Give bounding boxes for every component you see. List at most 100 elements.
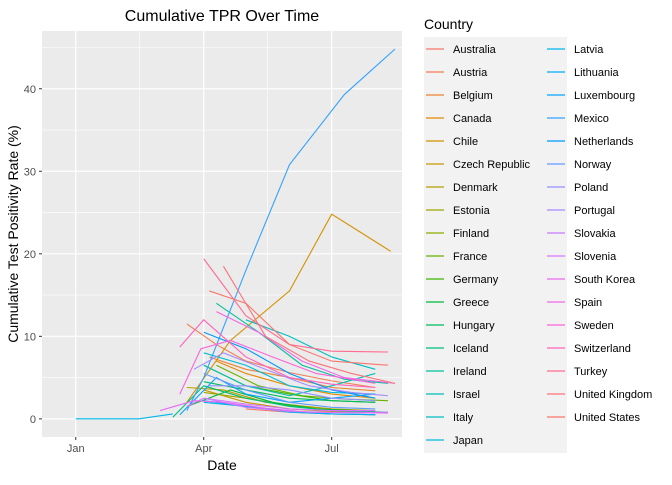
legend-item: France xyxy=(424,245,487,267)
legend-item: Italy xyxy=(424,406,474,428)
y-tick-label: 10 xyxy=(24,331,36,343)
legend: Country Australia Austria Belgium Canada Chi… xyxy=(424,16,652,453)
y-axis-label: Cumulative Test Positivity Rate (%) xyxy=(5,125,21,343)
legend-item: Luxembourg xyxy=(545,84,635,106)
legend-label: Germany xyxy=(453,274,499,286)
x-tick-label: Apr xyxy=(195,443,212,455)
legend-item: Slovenia xyxy=(545,245,617,267)
x-tick-label: Jul xyxy=(325,443,339,455)
legend-item: Greece xyxy=(424,291,489,313)
legend-item: Switzerland xyxy=(545,337,631,359)
legend-label: Portugal xyxy=(574,205,615,217)
x-axis-label: Date xyxy=(207,457,237,473)
legend-item: Norway xyxy=(545,153,612,175)
series-line-netherlands xyxy=(203,331,376,399)
y-tick-label: 0 xyxy=(30,414,36,426)
legend-item: Finland xyxy=(424,222,489,244)
legend-label: United States xyxy=(574,412,641,424)
legend-label: Chile xyxy=(453,136,478,148)
legend-item: Mexico xyxy=(545,107,609,129)
series-line-greece xyxy=(186,389,376,412)
legend-label: Latvia xyxy=(574,44,604,56)
legend-item: Netherlands xyxy=(545,130,634,152)
legend-item: United States xyxy=(545,406,641,428)
series-line-hungary xyxy=(203,381,376,403)
legend-item: Iceland xyxy=(424,337,488,359)
legend-label: United Kingdom xyxy=(574,389,652,401)
legend-item: Austria xyxy=(424,61,488,83)
legend-label: France xyxy=(453,251,487,263)
series-line-mexico xyxy=(186,48,396,411)
legend-item: Germany xyxy=(424,268,499,290)
legend-item: Ireland xyxy=(424,360,487,382)
legend-label: Iceland xyxy=(453,343,488,355)
legend-label: Luxembourg xyxy=(574,90,635,102)
series-line-portugal xyxy=(193,352,388,397)
plot-panel xyxy=(42,31,402,437)
legend-label: Slovenia xyxy=(574,251,617,263)
legend-label: Japan xyxy=(453,435,483,447)
legend-item: Turkey xyxy=(545,360,608,382)
legend-label: Poland xyxy=(574,182,608,194)
legend-title: Country xyxy=(424,16,473,32)
series-line-chile xyxy=(186,213,392,403)
legend-label: Italy xyxy=(453,412,474,424)
legend-item: Japan xyxy=(424,429,483,451)
series-line-slovenia xyxy=(186,397,376,412)
legend-item: Latvia xyxy=(545,38,604,60)
y-tick-label: 40 xyxy=(24,84,36,96)
legend-label: Hungary xyxy=(453,320,495,332)
y-tick-label: 20 xyxy=(24,249,36,261)
series-line-sweden xyxy=(179,339,376,395)
legend-label: Denmark xyxy=(453,182,498,194)
legend-item: Estonia xyxy=(424,199,491,221)
legend-label: Switzerland xyxy=(574,343,631,355)
legend-item: Sweden xyxy=(545,314,614,336)
legend-item: Belgium xyxy=(424,84,493,106)
legend-item: Canada xyxy=(424,107,492,129)
legend-label: Netherlands xyxy=(574,136,634,148)
series-line-switzerland xyxy=(179,319,376,389)
legend-item: Czech Republic xyxy=(424,153,531,175)
legend-label: Israel xyxy=(453,389,480,401)
legend-label: Mexico xyxy=(574,113,609,125)
legend-item: Israel xyxy=(424,383,480,405)
legend-label: Australia xyxy=(453,44,497,56)
series-line-spain xyxy=(216,311,396,384)
series-line-united-kingdom xyxy=(222,265,396,384)
legend-item: Portugal xyxy=(545,199,615,221)
legend-label: Czech Republic xyxy=(453,159,531,171)
y-tick-label: 30 xyxy=(24,166,36,178)
legend-label: Slovakia xyxy=(574,228,616,240)
legend-item: United Kingdom xyxy=(545,383,652,405)
legend-item: Denmark xyxy=(424,176,498,198)
legend-label: Belgium xyxy=(453,90,493,102)
legend-item: South Korea xyxy=(545,268,636,290)
legend-item: Slovakia xyxy=(545,222,616,244)
legend-item: Poland xyxy=(545,176,608,198)
x-tick-label: Jan xyxy=(67,443,85,455)
legend-label: Finland xyxy=(453,228,489,240)
legend-item: Australia xyxy=(424,38,497,60)
series-line-zero-start xyxy=(75,413,173,420)
legend-label: Austria xyxy=(453,67,488,79)
legend-label: Estonia xyxy=(453,205,491,217)
legend-label: Canada xyxy=(453,113,492,125)
legend-label: Spain xyxy=(574,297,602,309)
legend-label: Turkey xyxy=(574,366,608,378)
legend-item: Lithuania xyxy=(545,61,620,83)
legend-label: Lithuania xyxy=(574,67,620,79)
chart-title: Cumulative TPR Over Time xyxy=(125,8,320,25)
legend-label: South Korea xyxy=(574,274,636,286)
series-line-south-korea xyxy=(159,400,388,414)
legend-label: Greece xyxy=(453,297,489,309)
series-line-israel xyxy=(203,364,376,397)
legend-item: Hungary xyxy=(424,314,495,336)
legend-item: Spain xyxy=(545,291,602,313)
series-line-united-states xyxy=(209,290,388,366)
series-line-poland xyxy=(209,385,376,402)
series-line-norway xyxy=(203,372,376,410)
legend-key-background xyxy=(424,37,567,453)
